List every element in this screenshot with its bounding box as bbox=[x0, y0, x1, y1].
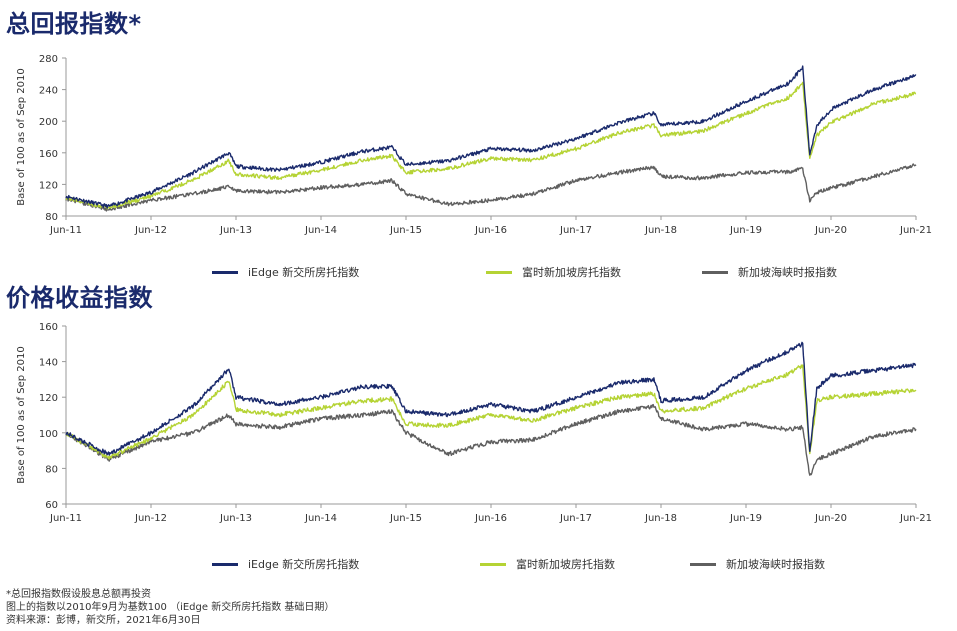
y-tick-label: 80 bbox=[45, 212, 58, 223]
x-tick-label: Jun-16 bbox=[474, 513, 507, 524]
x-tick-label: Jun-16 bbox=[474, 225, 507, 236]
legend-label: 富时新加坡房托指数 bbox=[516, 558, 615, 571]
x-tick-label: Jun-14 bbox=[304, 513, 337, 524]
footnote-line: 资料来源：彭博，新交所，2021年6月30日 bbox=[6, 615, 201, 626]
legend-label: 富时新加坡房托指数 bbox=[522, 266, 621, 279]
x-tick-label: Jun-12 bbox=[134, 225, 167, 236]
legend-label: 新加坡海峡时报指数 bbox=[738, 266, 837, 279]
footnote-line: *总回报指数假设股息总额再投资 bbox=[6, 589, 151, 600]
y-tick-label: 240 bbox=[39, 86, 58, 97]
series-line-sti bbox=[65, 403, 917, 476]
x-tick-label: Jun-20 bbox=[814, 513, 847, 524]
x-tick-label: Jun-14 bbox=[304, 225, 337, 236]
y-tick-label: 60 bbox=[45, 500, 58, 511]
legend-item-sti: 新加坡海峡时报指数 bbox=[690, 556, 825, 572]
y-tick-label: 280 bbox=[39, 54, 58, 65]
legend-item-ftse-reit: 富时新加坡房托指数 bbox=[486, 264, 621, 280]
x-tick-label: Jun-12 bbox=[134, 513, 167, 524]
legend-label: iEdge 新交所房托指数 bbox=[248, 266, 360, 279]
y-tick-label: 200 bbox=[39, 117, 58, 128]
legend-swatch-lime bbox=[480, 562, 506, 566]
x-tick-label: Jun-18 bbox=[644, 513, 677, 524]
x-tick-label: Jun-15 bbox=[389, 225, 422, 236]
x-tick-label: Jun-21 bbox=[899, 513, 932, 524]
legend-item-sti: 新加坡海峡时报指数 bbox=[702, 264, 837, 280]
y-tick-label: 80 bbox=[45, 464, 58, 475]
y-tick-label: 160 bbox=[39, 149, 58, 160]
x-tick-label: Jun-13 bbox=[219, 513, 252, 524]
legend-swatch-navy bbox=[212, 270, 238, 274]
x-tick-label: Jun-19 bbox=[729, 225, 762, 236]
x-tick-label: Jun-20 bbox=[814, 225, 847, 236]
series-line-sgx-reit bbox=[65, 65, 917, 209]
series-line-ftse-reit bbox=[65, 81, 917, 210]
series-line-sgx-reit bbox=[65, 341, 917, 456]
x-tick-label: Jun-11 bbox=[49, 225, 82, 236]
legend-item-sgx-reit: iEdge 新交所房托指数 bbox=[212, 264, 359, 280]
x-tick-label: Jun-18 bbox=[644, 225, 677, 236]
x-tick-label: Jun-17 bbox=[559, 513, 592, 524]
footnote-line: 图上的指数以2010年9月为基数100 （iEdge 新交所房托指数 基础日期） bbox=[6, 602, 335, 613]
legend-swatch-gray bbox=[702, 270, 728, 274]
footnotes: *总回报指数假设股息总额再投资 图上的指数以2010年9月为基数100 （iEd… bbox=[6, 588, 334, 627]
legend-label: 新加坡海峡时报指数 bbox=[726, 558, 825, 571]
total-return-title: 总回报指数* bbox=[6, 10, 142, 38]
legend-swatch-lime bbox=[486, 270, 512, 274]
price-return-title: 价格收益指数 bbox=[6, 284, 153, 312]
x-tick-label: Jun-15 bbox=[389, 513, 422, 524]
legend-label: iEdge 新交所房托指数 bbox=[248, 558, 360, 571]
y-tick-label: 100 bbox=[39, 429, 58, 440]
y-tick-label: 120 bbox=[39, 393, 58, 404]
y-tick-label: 160 bbox=[39, 322, 58, 333]
x-tick-label: Jun-13 bbox=[219, 225, 252, 236]
y-axis-label: Base of 100 as of Sep 2010 bbox=[16, 68, 27, 205]
series-line-ftse-reit bbox=[65, 364, 917, 460]
x-tick-label: Jun-21 bbox=[899, 225, 932, 236]
y-axis-label: Base of 100 as of Sep 2010 bbox=[16, 346, 27, 483]
legend-swatch-gray bbox=[690, 562, 716, 566]
y-tick-label: 120 bbox=[39, 180, 58, 191]
x-tick-label: Jun-19 bbox=[729, 513, 762, 524]
legend-swatch-navy bbox=[212, 562, 238, 566]
x-tick-label: Jun-11 bbox=[49, 513, 82, 524]
y-tick-label: 140 bbox=[39, 358, 58, 369]
legend-item-ftse-reit: 富时新加坡房托指数 bbox=[480, 556, 615, 572]
x-tick-label: Jun-17 bbox=[559, 225, 592, 236]
legend-item-sgx-reit: iEdge 新交所房托指数 bbox=[212, 556, 359, 572]
series-line-sti bbox=[65, 163, 917, 212]
